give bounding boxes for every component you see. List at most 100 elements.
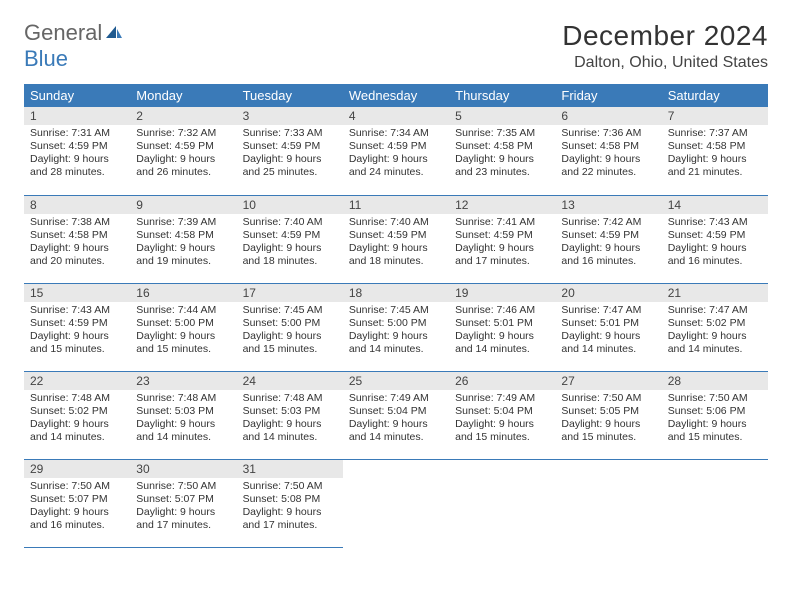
sunset-text: Sunset: 5:03 PM — [136, 405, 230, 418]
sunset-text: Sunset: 4:58 PM — [136, 229, 230, 242]
sunset-text: Sunset: 5:00 PM — [136, 317, 230, 330]
calendar-cell: 9Sunrise: 7:39 AMSunset: 4:58 PMDaylight… — [130, 195, 236, 283]
daylight-text: and 16 minutes. — [561, 255, 655, 268]
sunrise-text: Sunrise: 7:41 AM — [455, 216, 549, 229]
daylight-text: and 17 minutes. — [136, 519, 230, 532]
daylight-text: and 15 minutes. — [561, 431, 655, 444]
sunrise-text: Sunrise: 7:48 AM — [30, 392, 124, 405]
calendar-header-row: SundayMondayTuesdayWednesdayThursdayFrid… — [24, 84, 768, 107]
day-number: 2 — [130, 107, 236, 125]
daylight-text: and 22 minutes. — [561, 166, 655, 179]
daylight-text: Daylight: 9 hours — [136, 153, 230, 166]
sunset-text: Sunset: 4:59 PM — [349, 229, 443, 242]
header: General Blue December 2024 Dalton, Ohio,… — [24, 20, 768, 72]
brand-logo: General Blue — [24, 20, 124, 72]
calendar-cell: 1Sunrise: 7:31 AMSunset: 4:59 PMDaylight… — [24, 107, 130, 195]
calendar-cell — [555, 459, 661, 547]
sunrise-text: Sunrise: 7:44 AM — [136, 304, 230, 317]
day-info: Sunrise: 7:47 AMSunset: 5:01 PMDaylight:… — [555, 302, 661, 360]
daylight-text: Daylight: 9 hours — [455, 330, 549, 343]
day-info: Sunrise: 7:34 AMSunset: 4:59 PMDaylight:… — [343, 125, 449, 183]
daylight-text: and 17 minutes. — [243, 519, 337, 532]
daylight-text: and 14 minutes. — [30, 431, 124, 444]
brand-name-b: Blue — [24, 46, 68, 71]
weekday-header: Sunday — [24, 84, 130, 107]
sunrise-text: Sunrise: 7:47 AM — [668, 304, 762, 317]
day-info: Sunrise: 7:49 AMSunset: 5:04 PMDaylight:… — [449, 390, 555, 448]
day-info: Sunrise: 7:42 AMSunset: 4:59 PMDaylight:… — [555, 214, 661, 272]
calendar-cell — [449, 459, 555, 547]
daylight-text: Daylight: 9 hours — [136, 418, 230, 431]
sunrise-text: Sunrise: 7:34 AM — [349, 127, 443, 140]
calendar-cell: 20Sunrise: 7:47 AMSunset: 5:01 PMDayligh… — [555, 283, 661, 371]
sunrise-text: Sunrise: 7:45 AM — [243, 304, 337, 317]
sunrise-text: Sunrise: 7:31 AM — [30, 127, 124, 140]
day-number: 20 — [555, 284, 661, 302]
daylight-text: and 15 minutes. — [455, 431, 549, 444]
calendar-cell: 29Sunrise: 7:50 AMSunset: 5:07 PMDayligh… — [24, 459, 130, 547]
sunrise-text: Sunrise: 7:43 AM — [30, 304, 124, 317]
sunset-text: Sunset: 5:04 PM — [349, 405, 443, 418]
day-info: Sunrise: 7:50 AMSunset: 5:06 PMDaylight:… — [662, 390, 768, 448]
daylight-text: and 17 minutes. — [455, 255, 549, 268]
title-block: December 2024 Dalton, Ohio, United State… — [562, 20, 768, 72]
calendar-cell: 14Sunrise: 7:43 AMSunset: 4:59 PMDayligh… — [662, 195, 768, 283]
weekday-header: Friday — [555, 84, 661, 107]
sunset-text: Sunset: 5:07 PM — [30, 493, 124, 506]
calendar-cell: 3Sunrise: 7:33 AMSunset: 4:59 PMDaylight… — [237, 107, 343, 195]
calendar-table: SundayMondayTuesdayWednesdayThursdayFrid… — [24, 84, 768, 548]
sail-icon — [104, 24, 124, 40]
daylight-text: Daylight: 9 hours — [136, 330, 230, 343]
calendar-cell: 25Sunrise: 7:49 AMSunset: 5:04 PMDayligh… — [343, 371, 449, 459]
day-info: Sunrise: 7:39 AMSunset: 4:58 PMDaylight:… — [130, 214, 236, 272]
daylight-text: Daylight: 9 hours — [136, 506, 230, 519]
calendar-cell: 4Sunrise: 7:34 AMSunset: 4:59 PMDaylight… — [343, 107, 449, 195]
sunset-text: Sunset: 5:00 PM — [243, 317, 337, 330]
day-number: 21 — [662, 284, 768, 302]
daylight-text: Daylight: 9 hours — [561, 418, 655, 431]
calendar-cell: 17Sunrise: 7:45 AMSunset: 5:00 PMDayligh… — [237, 283, 343, 371]
daylight-text: Daylight: 9 hours — [349, 330, 443, 343]
daylight-text: and 14 minutes. — [668, 343, 762, 356]
daylight-text: Daylight: 9 hours — [668, 330, 762, 343]
daylight-text: and 15 minutes. — [243, 343, 337, 356]
calendar-cell: 31Sunrise: 7:50 AMSunset: 5:08 PMDayligh… — [237, 459, 343, 547]
day-info: Sunrise: 7:40 AMSunset: 4:59 PMDaylight:… — [343, 214, 449, 272]
sunrise-text: Sunrise: 7:43 AM — [668, 216, 762, 229]
calendar-cell: 11Sunrise: 7:40 AMSunset: 4:59 PMDayligh… — [343, 195, 449, 283]
daylight-text: Daylight: 9 hours — [243, 418, 337, 431]
day-number: 18 — [343, 284, 449, 302]
calendar-cell: 5Sunrise: 7:35 AMSunset: 4:58 PMDaylight… — [449, 107, 555, 195]
calendar-cell: 28Sunrise: 7:50 AMSunset: 5:06 PMDayligh… — [662, 371, 768, 459]
calendar-cell: 10Sunrise: 7:40 AMSunset: 4:59 PMDayligh… — [237, 195, 343, 283]
sunrise-text: Sunrise: 7:48 AM — [243, 392, 337, 405]
calendar-cell: 6Sunrise: 7:36 AMSunset: 4:58 PMDaylight… — [555, 107, 661, 195]
sunrise-text: Sunrise: 7:50 AM — [136, 480, 230, 493]
daylight-text: Daylight: 9 hours — [243, 242, 337, 255]
day-number: 17 — [237, 284, 343, 302]
sunset-text: Sunset: 5:06 PM — [668, 405, 762, 418]
day-number: 1 — [24, 107, 130, 125]
sunset-text: Sunset: 4:59 PM — [136, 140, 230, 153]
sunset-text: Sunset: 5:03 PM — [243, 405, 337, 418]
day-number: 24 — [237, 372, 343, 390]
daylight-text: and 23 minutes. — [455, 166, 549, 179]
daylight-text: and 20 minutes. — [30, 255, 124, 268]
day-info: Sunrise: 7:45 AMSunset: 5:00 PMDaylight:… — [237, 302, 343, 360]
day-info: Sunrise: 7:50 AMSunset: 5:07 PMDaylight:… — [24, 478, 130, 536]
daylight-text: and 24 minutes. — [349, 166, 443, 179]
daylight-text: and 26 minutes. — [136, 166, 230, 179]
day-number: 15 — [24, 284, 130, 302]
calendar-cell: 18Sunrise: 7:45 AMSunset: 5:00 PMDayligh… — [343, 283, 449, 371]
daylight-text: Daylight: 9 hours — [30, 506, 124, 519]
sunset-text: Sunset: 4:58 PM — [30, 229, 124, 242]
day-number: 26 — [449, 372, 555, 390]
sunrise-text: Sunrise: 7:45 AM — [349, 304, 443, 317]
daylight-text: Daylight: 9 hours — [668, 418, 762, 431]
sunset-text: Sunset: 5:02 PM — [668, 317, 762, 330]
day-number: 4 — [343, 107, 449, 125]
calendar-cell: 27Sunrise: 7:50 AMSunset: 5:05 PMDayligh… — [555, 371, 661, 459]
day-info: Sunrise: 7:44 AMSunset: 5:00 PMDaylight:… — [130, 302, 236, 360]
day-number: 23 — [130, 372, 236, 390]
daylight-text: and 21 minutes. — [668, 166, 762, 179]
